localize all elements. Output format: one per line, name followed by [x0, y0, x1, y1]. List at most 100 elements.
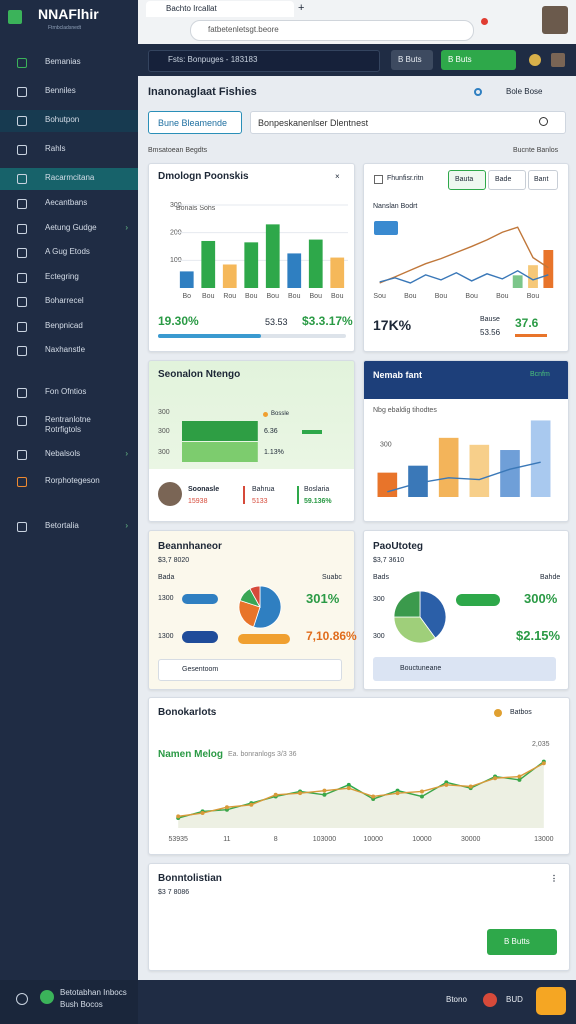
- stat: 37.6: [515, 316, 539, 330]
- stat: 53.56: [480, 328, 501, 337]
- tab[interactable]: [488, 170, 526, 190]
- button[interactable]: [487, 929, 557, 955]
- x-tick-label: 30000: [461, 836, 481, 843]
- menu-icon: [17, 116, 27, 126]
- point: [322, 792, 327, 797]
- badge[interactable]: Batbos: [510, 709, 532, 716]
- y-tick-label: 300: [380, 442, 392, 449]
- button[interactable]: [148, 111, 242, 134]
- new-tab[interactable]: +: [298, 2, 305, 14]
- stat: 300%: [524, 591, 558, 606]
- tab[interactable]: [528, 170, 558, 190]
- menu-item[interactable]: Fon Ofntios: [0, 382, 138, 404]
- icon: [374, 175, 383, 184]
- card-title: PaoUtoteg: [373, 541, 423, 552]
- menu-item[interactable]: Aecantbans: [0, 193, 138, 215]
- menu-item[interactable]: Bemanias: [0, 52, 138, 74]
- menu-item[interactable]: Benpnicad: [0, 316, 138, 338]
- toggle[interactable]: [182, 594, 218, 604]
- x-tick-label: 13000: [534, 836, 554, 843]
- label: Bahde: [540, 574, 561, 581]
- menu-arrow: ›: [125, 223, 128, 232]
- x-tick-label: Sou: [373, 293, 386, 300]
- menu-item[interactable]: Naxhanstle: [0, 340, 138, 362]
- x-tick-label: 53935: [168, 836, 188, 843]
- search[interactable]: [148, 50, 380, 72]
- menu-label: Ectegring: [45, 272, 79, 281]
- icon[interactable]: [529, 54, 541, 66]
- menu-label: Racarmcitana: [45, 173, 95, 182]
- point: [200, 811, 205, 816]
- search[interactable]: [373, 657, 556, 681]
- menu-arrow: ›: [125, 521, 128, 530]
- menu-item[interactable]: Benniles: [0, 81, 138, 103]
- menu-item[interactable]: Aetung Gudge ›: [0, 218, 138, 240]
- menu-item[interactable]: A Gug Etods: [0, 242, 138, 264]
- x-tick-label: Bou: [267, 293, 280, 300]
- button-label: Bune Bleamende: [158, 118, 228, 128]
- legend-dot: [263, 412, 268, 417]
- x-tick-label: Rou: [223, 293, 236, 300]
- footer-icon: [16, 993, 28, 1005]
- pie-slice: [419, 590, 447, 639]
- menu-item[interactable]: Ectegring: [0, 267, 138, 289]
- tab[interactable]: [448, 170, 486, 190]
- x-tick-label: Bou: [331, 293, 344, 300]
- icon: [494, 709, 502, 717]
- menu-item[interactable]: Rentranlotne Rotrfigtols: [0, 410, 138, 434]
- button[interactable]: [391, 50, 433, 70]
- toggle[interactable]: [238, 634, 290, 644]
- x-tick-label: Bou: [202, 293, 215, 300]
- menu-item[interactable]: Racarmcitana: [0, 168, 138, 190]
- tab-label: Bauta: [455, 176, 474, 183]
- menu-item[interactable]: Rorphotegeson: [0, 471, 138, 493]
- menu-label: Rentranlotne Rotrfigtols: [45, 415, 91, 434]
- close[interactable]: ×: [335, 172, 340, 181]
- menu-icon: [17, 273, 27, 283]
- stat: 7,10.86%: [306, 629, 357, 643]
- x-tick-label: 10000: [363, 836, 383, 843]
- x-tick-label: Bou: [435, 293, 448, 300]
- bar: [287, 253, 302, 288]
- button[interactable]: [441, 50, 516, 70]
- menu-label: Nebalsols: [45, 449, 81, 458]
- toggle[interactable]: [182, 631, 218, 643]
- point: [346, 782, 351, 787]
- stat-label: Bahrua: [252, 486, 275, 493]
- menu-icon: [17, 87, 27, 97]
- menu-item[interactable]: Rahls: [0, 139, 138, 161]
- menu-item[interactable]: Nebalsols ›: [0, 444, 138, 466]
- menu-item[interactable]: Bohutpon: [0, 110, 138, 132]
- point: [493, 776, 498, 781]
- menu-icon: [17, 388, 27, 398]
- button-label: B Buts: [448, 55, 472, 64]
- menu-icon: [17, 522, 27, 532]
- subtitle: $3 7 8086: [158, 889, 190, 896]
- menu-item[interactable]: Betortalia ›: [0, 516, 138, 538]
- menu-item[interactable]: Boharrecel: [0, 291, 138, 313]
- divider: [297, 486, 299, 504]
- search[interactable]: [250, 111, 566, 134]
- avatar[interactable]: [551, 53, 565, 67]
- note: Bucnte Banlos: [513, 147, 559, 154]
- menu-icon: [17, 322, 27, 332]
- note: Bmsatoean Begdts: [148, 147, 208, 154]
- chat-button[interactable]: [536, 987, 566, 1015]
- menu-icon: [17, 174, 27, 184]
- menu-dots[interactable]: ⋮: [550, 874, 558, 883]
- avatar[interactable]: [542, 6, 568, 34]
- tab[interactable]: [146, 1, 294, 17]
- bar: [469, 444, 490, 497]
- y-tick-label: 300: [170, 202, 182, 209]
- icon[interactable]: [483, 993, 497, 1007]
- url-bar[interactable]: [190, 20, 474, 41]
- search[interactable]: [158, 659, 342, 681]
- menu-icon: [17, 297, 27, 307]
- link[interactable]: Bole Bose: [506, 87, 543, 96]
- bar: [244, 242, 259, 288]
- bar: [500, 450, 520, 497]
- brand-icon: [8, 10, 22, 24]
- toggle[interactable]: [456, 594, 500, 606]
- line: [178, 762, 545, 818]
- bar: [377, 472, 398, 497]
